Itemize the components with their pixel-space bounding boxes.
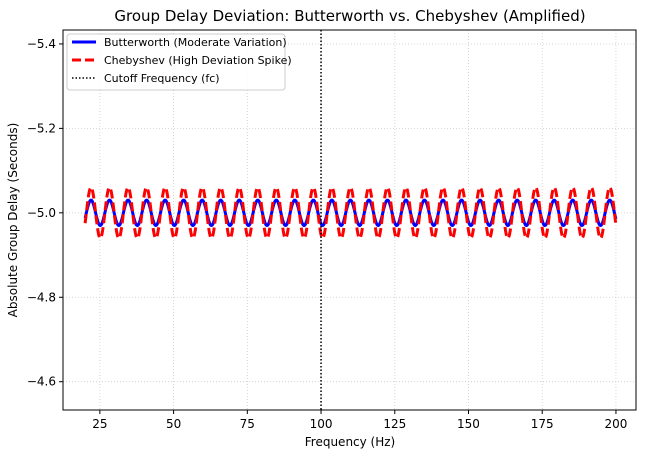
x-tick-label: 150 [457,417,480,431]
x-tick-label: 200 [604,417,627,431]
y-tick-label: −4.8 [27,290,56,304]
series-line-butterworth [83,198,618,228]
chart-title: Group Delay Deviation: Butterworth vs. C… [114,7,585,25]
legend-box [66,33,286,91]
x-axis: 25 50 75 100 125 150 175 200 [92,410,627,431]
legend-label-butterworth: Butterworth (Moderate Variation) [104,36,287,49]
y-axis: −5.4 −5.2 −5.0 −4.8 −4.6 [27,37,63,389]
y-tick-label: −5.0 [27,206,56,220]
x-tick-label: 25 [92,417,107,431]
y-tick-label: −5.2 [27,121,56,135]
series-line-chebyshev [83,185,618,240]
x-axis-label: Frequency (Hz) [305,435,396,449]
legend-label-chebyshev: Chebyshev (High Deviation Spike) [104,54,292,67]
legend: Butterworth (Moderate Variation) Chebysh… [66,33,292,91]
x-tick-label: 75 [240,417,255,431]
x-tick-label: 100 [310,417,333,431]
y-tick-label: −4.6 [27,375,56,389]
y-axis-label: Absolute Group Delay (Seconds) [6,123,20,318]
y-tick-label: −5.4 [27,37,56,51]
plot-area [83,30,618,410]
x-tick-label: 175 [531,417,554,431]
x-tick-label: 125 [383,417,406,431]
axes-frame [62,29,637,411]
legend-label-cutoff: Cutoff Frequency (fc) [104,72,220,85]
x-tick-label: 50 [166,417,181,431]
